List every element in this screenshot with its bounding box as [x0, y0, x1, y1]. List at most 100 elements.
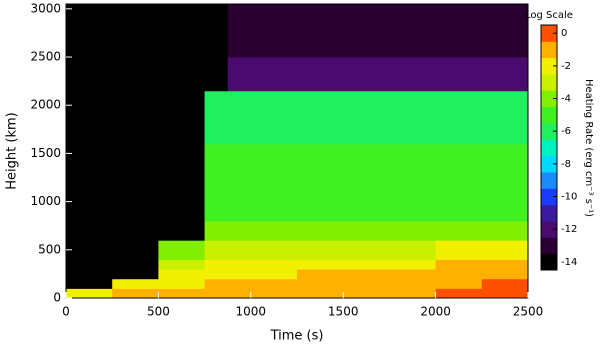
heat-cell [204, 90, 229, 145]
heat-cell [389, 182, 437, 222]
heat-cell [343, 182, 390, 222]
heat-cell [250, 220, 298, 241]
heat-cell [158, 4, 206, 58]
heat-cell [481, 269, 529, 280]
heat-cell [389, 57, 437, 92]
heat-cell [435, 278, 483, 289]
heat-cell [389, 288, 437, 299]
heat-cell [389, 90, 437, 145]
heat-cell [343, 288, 390, 299]
x-tick-label: 2000 [420, 305, 451, 319]
heat-cell [389, 240, 437, 260]
colorbar-tick-label: -2 [561, 61, 571, 72]
heat-cell [158, 90, 206, 145]
heat-cell [112, 278, 159, 289]
heat-cell [435, 240, 483, 260]
colorbar-band [541, 188, 557, 206]
heat-cell [66, 278, 113, 289]
heat-cell [435, 143, 483, 183]
colorbar-band [541, 106, 557, 124]
heat-cell [250, 57, 298, 92]
colorbar-tick-label: -8 [561, 159, 571, 170]
heatmap [66, 4, 529, 299]
heat-cell [227, 4, 252, 58]
heat-cell [250, 182, 298, 222]
heat-cell [66, 182, 113, 222]
heat-cell [227, 240, 252, 260]
heat-cell [204, 182, 229, 222]
heat-cell [435, 182, 483, 222]
heat-cell [389, 4, 437, 58]
heat-cell [343, 220, 390, 241]
colorbar-band [541, 221, 557, 238]
heat-cell [250, 240, 298, 260]
colorbar-band [541, 237, 557, 255]
colorbar-band [541, 41, 557, 59]
colorbar-band [541, 90, 557, 108]
heat-cell [250, 90, 298, 145]
heat-cell [227, 269, 252, 280]
heat-cell [481, 90, 529, 145]
y-tick-label: 2000 [30, 98, 61, 112]
colorbar-tick-label: -14 [561, 257, 577, 268]
heat-cell [297, 182, 344, 222]
colorbar-band [541, 155, 557, 173]
heat-cell [158, 143, 206, 183]
heat-cell [204, 278, 229, 289]
colorbar-label: Heating Rate (erg cm⁻³ s⁻¹) [583, 79, 594, 217]
heat-cell [158, 288, 206, 299]
heat-cell [250, 143, 298, 183]
heat-cell [389, 259, 437, 270]
heat-cell [343, 278, 390, 289]
heat-cell [389, 143, 437, 183]
heat-cell [297, 269, 344, 280]
heat-cell [250, 269, 298, 280]
colorbar-band [541, 253, 557, 271]
x-tick-label: 500 [147, 305, 170, 319]
heat-cell [66, 90, 113, 145]
heat-cell [297, 4, 344, 58]
heat-cell [343, 90, 390, 145]
colorbar-band [541, 172, 557, 189]
y-tick-label: 2500 [30, 50, 61, 64]
heat-cell [227, 182, 252, 222]
colorbar-band [541, 139, 557, 157]
heat-cell [158, 278, 206, 289]
heat-cell [204, 259, 229, 270]
heat-cell [158, 259, 206, 270]
colorbar-tick-label: 0 [561, 28, 567, 39]
heat-cell [389, 278, 437, 289]
heat-cell [297, 240, 344, 260]
heat-cell [204, 143, 229, 183]
heat-cell [481, 288, 529, 299]
heat-cell [66, 220, 113, 241]
heat-cell [481, 259, 529, 270]
heat-cell [204, 240, 229, 260]
heat-cell [112, 90, 159, 145]
heat-cell [481, 4, 529, 58]
plot-frame [65, 3, 529, 299]
heat-cell [112, 4, 159, 58]
heat-cell [158, 220, 206, 241]
heat-cell [250, 259, 298, 270]
heat-cell [227, 278, 252, 289]
colorbar-band [541, 57, 557, 75]
heat-cell [343, 143, 390, 183]
heat-cell [435, 57, 483, 92]
heat-cell [204, 288, 229, 299]
heat-cell [227, 143, 252, 183]
x-tick-label: 1500 [328, 305, 359, 319]
colorbar-tick-label: -10 [561, 192, 577, 203]
x-tick-label: 1000 [236, 305, 267, 319]
heat-cell [158, 182, 206, 222]
heat-cell [158, 269, 206, 280]
colorbar-tick-label: -6 [561, 126, 571, 137]
heat-cell [112, 240, 159, 260]
heat-cell [435, 269, 483, 280]
heat-cell [250, 4, 298, 58]
y-tick-label: 1500 [30, 146, 61, 160]
heat-cell [112, 220, 159, 241]
heat-cell [204, 220, 229, 241]
heat-cell [250, 278, 298, 289]
x-tick-label: 2500 [513, 305, 544, 319]
